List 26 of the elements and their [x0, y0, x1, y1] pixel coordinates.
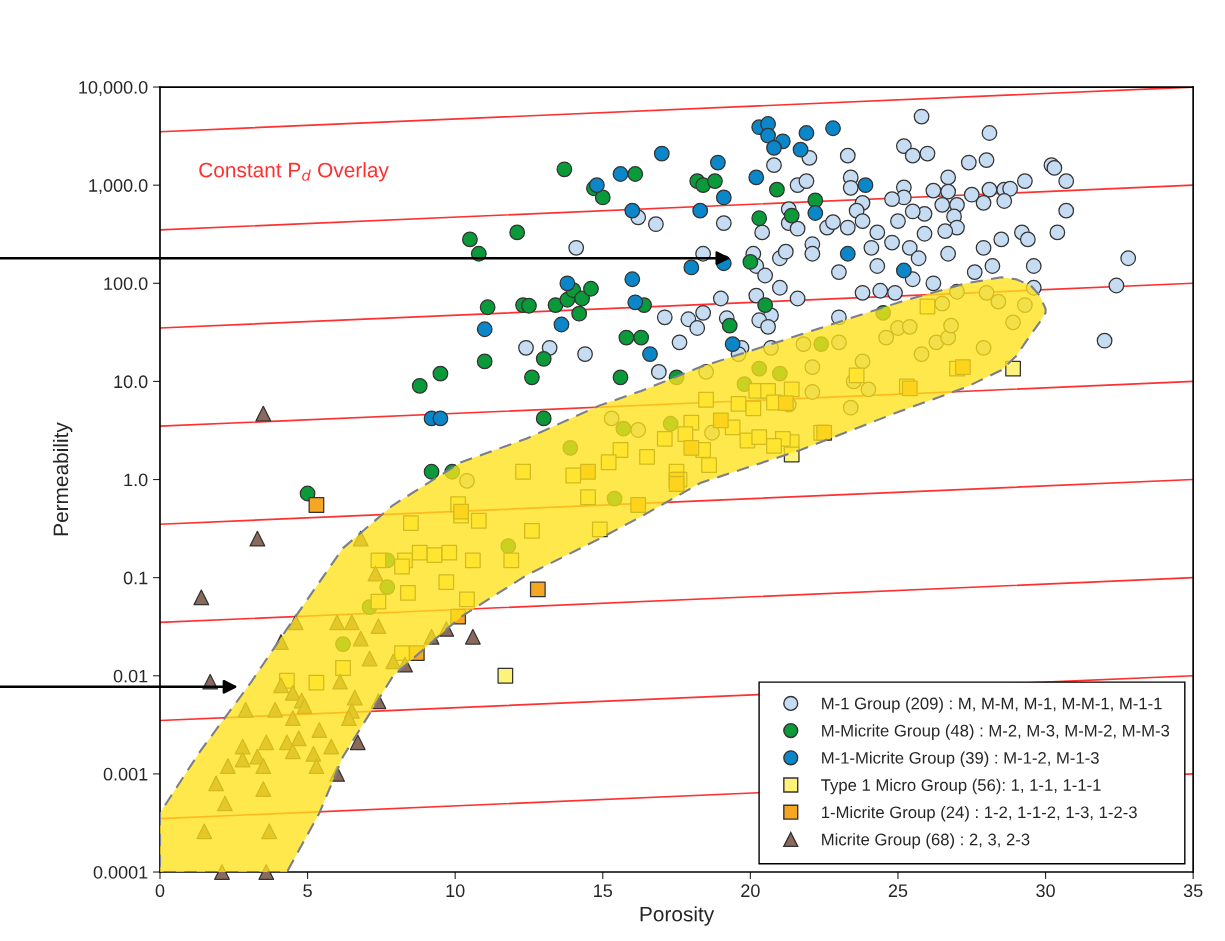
y-tick-label: 100.0: [104, 277, 148, 291]
legend-label: M-1-Micrite Group (39) : M-1-2, M-1-3: [822, 751, 1099, 768]
legend-label: 1-Micrite Group (24) : 1-2, 1-1-2, 1-3, 1-2-3: [822, 805, 1137, 822]
x-tick-label: 5: [303, 884, 312, 898]
y-tick-label: 0.1: [123, 571, 148, 585]
x-axis-title: Porosity: [640, 906, 715, 926]
y-tick-label: 0.01: [113, 669, 148, 683]
x-tick-label: 20: [741, 884, 760, 898]
x-tick-label: 0: [155, 884, 165, 898]
y-tick-label: 10.0: [114, 375, 148, 389]
x-tick-label: 35: [1183, 884, 1203, 898]
annotation: Constant P$_{d}$ Overlay: [199, 162, 389, 182]
legend-label: M-Micrite Group (48) : M-2, M-3, M-M-2, M-M-3: [822, 724, 1170, 740]
y-tick-label: 10,000.0: [79, 80, 148, 96]
y-tick-label: 1,000.0: [89, 179, 148, 195]
y-tick-label: 1.0: [124, 473, 148, 487]
y-axis-title: Permeability: [52, 422, 73, 536]
y-tick-label: 0.0001: [93, 865, 148, 879]
legend-label: Type 1 Micro Group (56): 1, 1-1, 1-1-1: [821, 778, 1101, 795]
y-tick-label: 0.001: [103, 767, 148, 781]
legend-label: M-1 Group (209) : M, M-M, M-1, M-M-1, M-1-1: [822, 697, 1162, 713]
x-tick-label: 10: [446, 884, 465, 898]
legend-label: Micrite Group (68) : 2, 3, 2-3: [822, 833, 1030, 849]
x-tick-label: 15: [594, 884, 613, 898]
x-tick-label: 25: [888, 884, 908, 898]
x-tick-label: 30: [1036, 884, 1055, 898]
